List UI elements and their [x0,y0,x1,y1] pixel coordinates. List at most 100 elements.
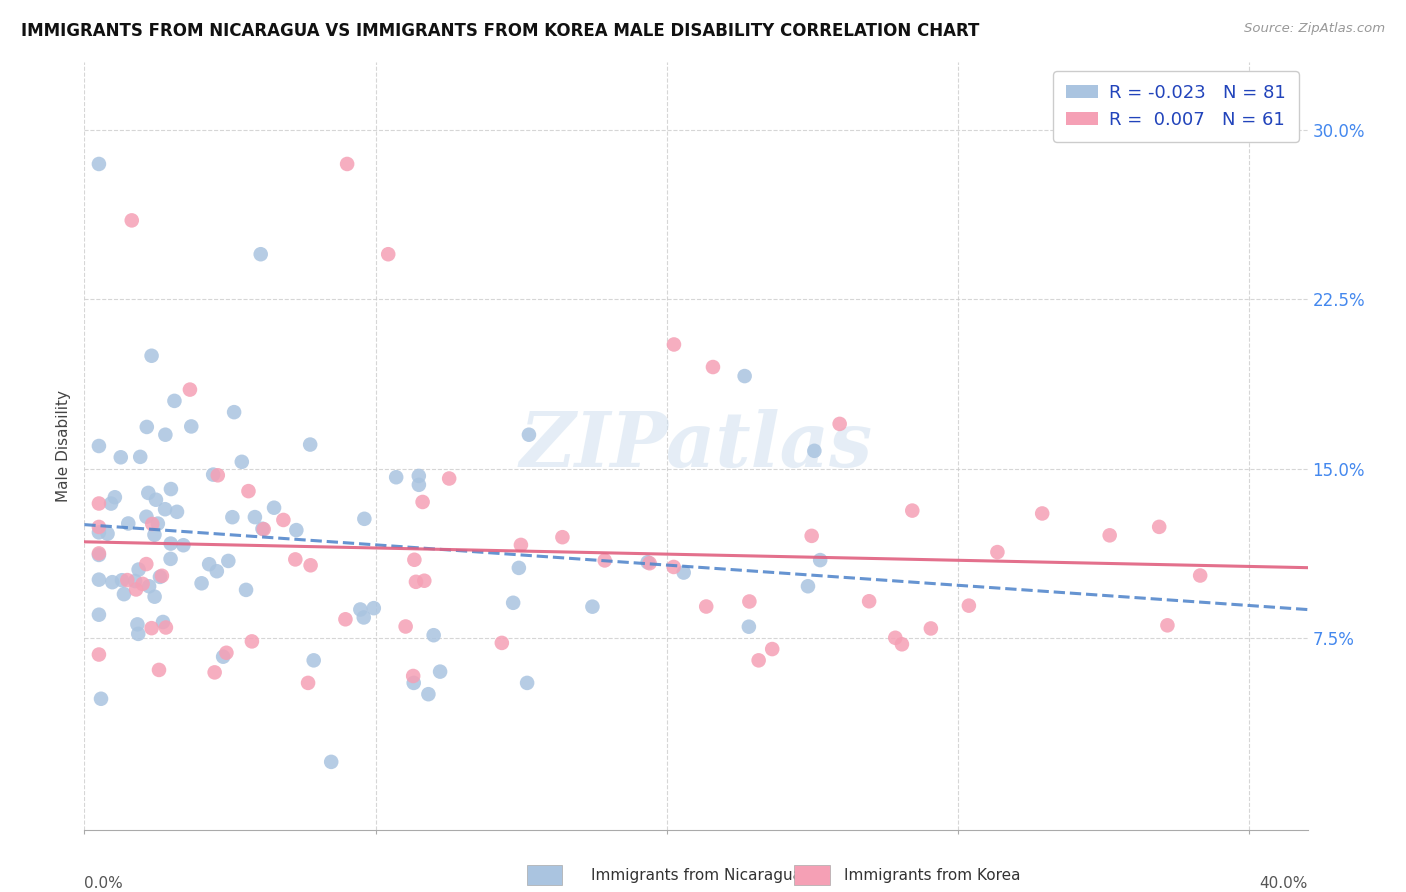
Point [129,450,152,464]
Point [901,503,924,517]
Point [145,492,167,507]
Point [890,637,912,651]
Point [96,526,118,541]
Point [349,602,371,616]
Point [163,393,186,408]
Point [353,610,375,624]
Point [335,612,357,626]
Y-axis label: Male Disability: Male Disability [56,390,72,502]
Point [135,509,157,524]
Point [377,247,399,261]
Point [143,590,166,604]
Point [111,573,134,587]
Point [738,594,761,608]
Point [217,554,239,568]
Point [138,579,160,593]
Point [437,471,460,485]
Point [253,522,276,536]
Point [87,520,110,534]
Point [87,496,110,510]
Point [100,497,122,511]
Point [117,516,139,531]
Text: Source: ZipAtlas.com: Source: ZipAtlas.com [1244,22,1385,36]
Point [986,545,1008,559]
Point [152,615,174,629]
Point [353,512,375,526]
Point [243,510,266,524]
Point [125,582,148,597]
Point [87,573,110,587]
Point [180,419,202,434]
Point [702,359,724,374]
Point [87,439,110,453]
Point [238,484,260,499]
Point [581,599,603,614]
Text: ZIPatlas: ZIPatlas [519,409,873,483]
Point [148,663,170,677]
Text: 0.0%: 0.0% [84,876,124,890]
Point [87,548,110,562]
Point [517,427,540,442]
Point [128,563,150,577]
Point [957,599,980,613]
Point [508,561,530,575]
Point [408,469,430,483]
Point [231,455,253,469]
Point [429,665,451,679]
Point [207,468,229,483]
Point [637,555,659,569]
Point [418,687,440,701]
Point [202,467,225,482]
Point [800,529,823,543]
Point [672,566,695,580]
Point [112,587,135,601]
Point [141,349,163,363]
Point [160,482,183,496]
Point [141,516,163,531]
Point [299,558,322,573]
Point [797,579,820,593]
Point [662,337,685,351]
Point [131,577,153,591]
Point [135,557,157,571]
Point [155,427,177,442]
Point [149,570,172,584]
Point [284,552,307,566]
Point [363,601,385,615]
Point [404,553,426,567]
Point [190,576,212,591]
Point [159,536,181,550]
Point [422,628,444,642]
Point [235,582,257,597]
Point [321,755,343,769]
Point [117,573,139,587]
Point [502,596,524,610]
Point [205,564,228,578]
Point [150,569,173,583]
Point [858,594,880,608]
Point [155,620,177,634]
Point [302,653,325,667]
Point [413,574,436,588]
Point [662,560,685,574]
Point [803,443,825,458]
Point [1147,520,1170,534]
Point [402,676,425,690]
Point [179,383,201,397]
Point [141,621,163,635]
Point [738,620,761,634]
Point [297,676,319,690]
Point [408,478,430,492]
Point [273,513,295,527]
Point [509,538,531,552]
Point [761,642,783,657]
Point [153,502,176,516]
Point [249,247,271,261]
Point [121,213,143,227]
Point [101,575,124,590]
Point [385,470,408,484]
Point [127,627,149,641]
Point [405,574,427,589]
Point [221,510,243,524]
Point [104,490,127,504]
